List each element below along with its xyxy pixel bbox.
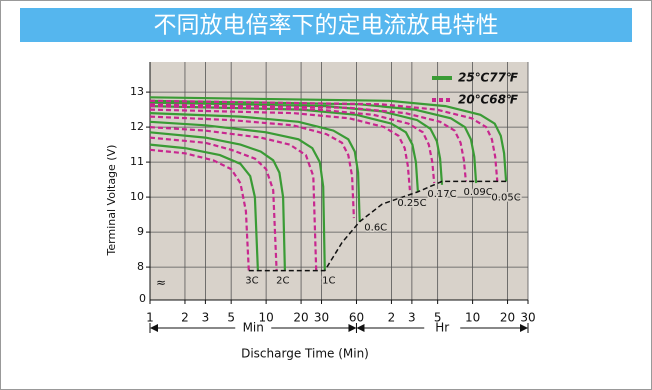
curve	[149, 148, 250, 271]
cutoff-line	[248, 180, 507, 272]
x-tick-label: 2	[388, 311, 396, 325]
x-tick-label: 2	[181, 311, 189, 325]
curve	[149, 136, 278, 271]
arrow-head	[348, 324, 357, 332]
arrow-head	[520, 324, 528, 332]
arrow-head	[150, 324, 158, 332]
x-tick-label: 20	[293, 311, 308, 325]
rate-label: 0.09C	[463, 187, 492, 198]
rate-label: 3C	[245, 276, 258, 287]
x-tick-label: 10	[465, 311, 480, 325]
rate-label: 0.6C	[364, 223, 387, 234]
curve	[149, 99, 499, 182]
title-bar	[20, 8, 632, 42]
rate-label: 0.05C	[491, 192, 520, 203]
rate-label: 0.25C	[397, 198, 426, 209]
x-tick-label: 10	[258, 311, 273, 325]
chart-title: 不同放电倍率下的定电流放电特性	[154, 13, 499, 39]
curve	[149, 108, 411, 191]
axis-break: ≈	[156, 276, 166, 290]
curve	[149, 143, 259, 271]
x-axis-label: Discharge Time (Min)	[241, 347, 369, 361]
curve	[149, 120, 326, 271]
y-tick-label: 11	[130, 155, 144, 168]
legend-label: 20℃68℉	[458, 93, 518, 107]
x-tick-label: 5	[227, 311, 235, 325]
range-label: Min	[243, 321, 264, 335]
curve	[149, 103, 467, 182]
rate-label: 0.17C	[427, 189, 456, 200]
x-tick-label: 30	[520, 311, 535, 325]
arrow-head	[356, 324, 365, 332]
curve	[149, 115, 355, 219]
y-tick-label: 13	[130, 85, 144, 98]
x-tick-label: 5	[434, 311, 442, 325]
x-tick-label: 1	[146, 311, 154, 325]
y-axis-label: Terminal Voltage (V)	[105, 145, 118, 257]
x-tick-label: 3	[202, 311, 210, 325]
x-tick-label: 3	[408, 311, 416, 325]
x-tick-label: 30	[314, 311, 329, 325]
curve	[149, 96, 508, 182]
rate-label: 1C	[322, 276, 335, 287]
curve	[149, 131, 286, 271]
y-tick-label: 8	[137, 260, 144, 273]
y-tick-label: 10	[130, 190, 144, 203]
curve	[149, 112, 361, 222]
legend-label: 25℃77℉	[458, 71, 518, 85]
y-tick-label: 9	[137, 225, 144, 238]
rate-label: 2C	[276, 276, 289, 287]
y-origin-label: 0	[139, 292, 146, 305]
x-tick-label: 20	[500, 311, 515, 325]
x-tick-label: 60	[349, 311, 364, 325]
range-label: Hr	[435, 321, 449, 335]
curve	[149, 105, 436, 184]
y-tick-label: 12	[130, 120, 144, 133]
